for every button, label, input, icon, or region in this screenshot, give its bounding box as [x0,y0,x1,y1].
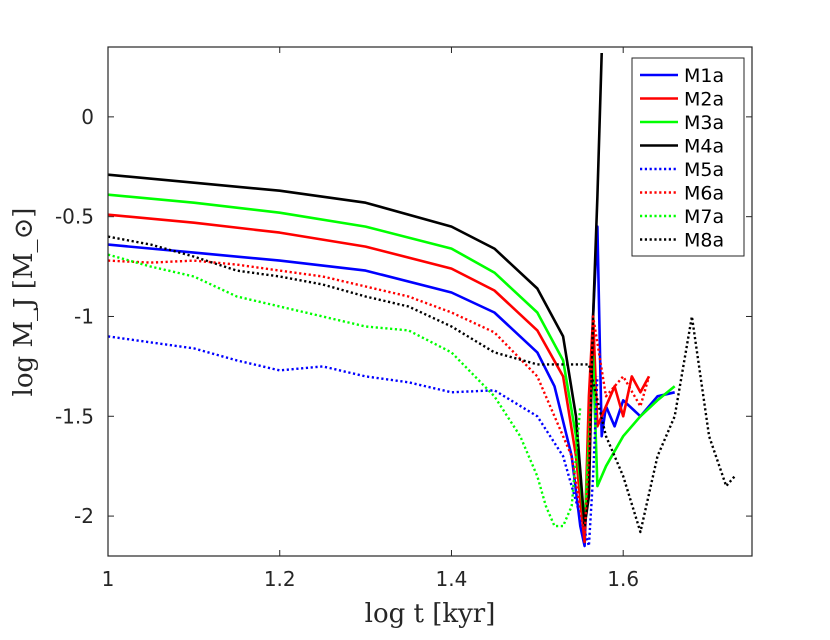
series-layer [107,52,736,548]
x-axis-label: log t [kyr] [365,599,496,629]
legend-label-m1a: M1a [684,65,724,87]
legend-label-m2a: M2a [684,89,724,111]
legend-label-m4a: M4a [684,136,724,158]
legend-box [631,57,745,257]
y-tick-label: -2 [74,504,94,528]
y-tick-label: 0 [81,105,94,129]
y-axis-label: log M_J [M_⊙] [9,208,39,397]
legend-label-m3a: M3a [684,112,724,134]
series-line-m4a [107,52,603,528]
y-tick-label: -1 [74,304,94,328]
series-line-m3a [107,193,676,528]
series-line-m7a [107,253,582,528]
series-line-m6a [107,259,651,538]
axis-ticks [107,47,752,556]
x-tick-label: 1.2 [264,567,296,591]
series-line-m2a [107,213,651,544]
y-tick-label: -0.5 [55,205,94,229]
legend-label-m6a: M6a [684,183,724,205]
tick-labels: 1 1.2 1.4 1.6 0 -0.5 -1 -1.5 -2 [55,105,639,591]
series-line-m8a [107,235,736,534]
x-tick-label: 1 [102,567,115,591]
legend-label-m8a: M8a [684,230,724,252]
y-tick-label: -1.5 [55,404,94,428]
legend-label-m7a: M7a [684,206,724,228]
plot-frame [107,46,753,557]
x-tick-label: 1.6 [607,567,639,591]
series-line-m5a [107,335,599,548]
x-tick-label: 1.4 [436,567,468,591]
legend-label-m5a: M5a [684,159,724,181]
